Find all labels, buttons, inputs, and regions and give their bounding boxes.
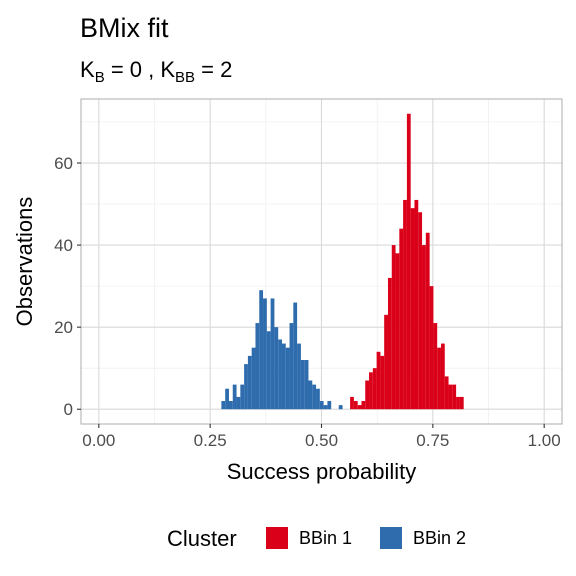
bar-series-1 — [384, 314, 388, 410]
bar-series-2 — [236, 396, 241, 410]
bar-series-1 — [403, 199, 407, 410]
bar-series-2 — [327, 401, 332, 410]
bar-series-1 — [406, 113, 411, 410]
y-tick-label: 40 — [54, 236, 73, 255]
bar-series-1 — [425, 232, 430, 410]
bar-series-2 — [289, 323, 294, 410]
subtitle-kbb-base: K — [160, 57, 175, 82]
bar-series-2 — [297, 343, 301, 410]
bar-series-1 — [444, 376, 449, 410]
x-tick-label: 0.00 — [82, 431, 115, 450]
bar-series-1 — [372, 368, 377, 410]
bar-series-1 — [440, 343, 445, 410]
bar-series-2 — [247, 355, 252, 410]
bar-series-2 — [232, 384, 237, 410]
subtitle-kb-value: = 0 , — [105, 57, 161, 82]
bar-series-1 — [410, 208, 415, 410]
x-tick-label: 0.75 — [416, 431, 449, 450]
bar-series-2 — [285, 347, 290, 410]
subtitle-kb-sub: B — [95, 69, 105, 86]
bar-series-1 — [395, 253, 400, 410]
bar-series-2 — [259, 290, 264, 410]
bar-series-2 — [255, 323, 260, 410]
legend-title: Cluster — [167, 526, 237, 551]
legend: Cluster BBin 1 BBin 2 — [167, 526, 466, 551]
bar-series-2 — [338, 405, 343, 410]
bar-series-2 — [312, 384, 317, 410]
bar-series-1 — [369, 372, 373, 410]
bar-series-1 — [422, 245, 426, 410]
bar-series-1 — [376, 351, 381, 410]
x-tick-label: 1.00 — [528, 431, 561, 450]
bar-series-1 — [361, 401, 366, 410]
bar-series-2 — [308, 380, 313, 410]
y-tick-label: 0 — [64, 400, 73, 419]
bar-series-2 — [319, 401, 324, 410]
bar-series-2 — [281, 343, 286, 410]
axis-ticks: 0.00 0.25 0.50 0.75 1.00 0 20 40 60 — [54, 154, 561, 450]
bar-series-1 — [365, 380, 370, 410]
bar-series-1 — [350, 396, 354, 410]
bar-series-2 — [304, 359, 309, 410]
legend-label-bbin-1: BBin 1 — [299, 528, 352, 548]
bar-series-1 — [387, 277, 392, 410]
chart-subtitle: KB = 0 , KBB = 2 — [80, 57, 232, 86]
bar-series-2 — [225, 388, 229, 410]
bar-series-2 — [240, 384, 245, 410]
y-tick-label: 20 — [54, 318, 73, 337]
bar-series-1 — [437, 347, 441, 410]
bar-series-1 — [433, 323, 438, 410]
x-axis-title: Success probability — [227, 459, 417, 484]
bar-series-1 — [380, 355, 385, 410]
x-tick-label: 0.25 — [194, 431, 227, 450]
y-axis-title: Observations — [12, 197, 37, 327]
bar-series-2 — [274, 327, 279, 410]
bar-series-2 — [293, 302, 298, 410]
legend-swatch-bbin-1 — [266, 527, 288, 549]
bar-series-2 — [316, 388, 320, 410]
subtitle-kbb-value: = 2 — [195, 57, 232, 82]
bar-series-2 — [244, 364, 248, 410]
bar-series-1 — [391, 245, 396, 410]
bar-series-1 — [418, 212, 423, 410]
bar-series-2 — [263, 298, 267, 410]
subtitle-kb-base: K — [80, 57, 95, 82]
histogram-bars — [221, 113, 464, 410]
bar-series-2 — [251, 347, 256, 410]
bar-series-1 — [357, 405, 362, 410]
bar-series-2 — [300, 359, 305, 410]
bar-series-1 — [459, 396, 464, 410]
bar-series-1 — [452, 384, 457, 410]
bar-series-1 — [399, 228, 404, 410]
bar-series-2 — [221, 401, 226, 410]
bar-series-2 — [270, 298, 275, 410]
bar-series-2 — [323, 405, 328, 410]
subtitle-kbb-sub: BB — [175, 69, 195, 86]
bar-series-1 — [414, 199, 419, 410]
chart-title: BMix fit — [80, 13, 169, 43]
bar-series-2 — [266, 331, 271, 410]
bar-series-1 — [429, 286, 434, 410]
bar-series-2 — [228, 401, 233, 410]
bar-series-1 — [353, 401, 358, 410]
bar-series-2 — [278, 339, 282, 410]
legend-label-bbin-2: BBin 2 — [413, 528, 466, 548]
bar-series-1 — [448, 384, 453, 410]
bar-series-1 — [456, 396, 460, 410]
legend-swatch-bbin-2 — [380, 527, 402, 549]
y-tick-label: 60 — [54, 154, 73, 173]
x-tick-label: 0.50 — [305, 431, 338, 450]
